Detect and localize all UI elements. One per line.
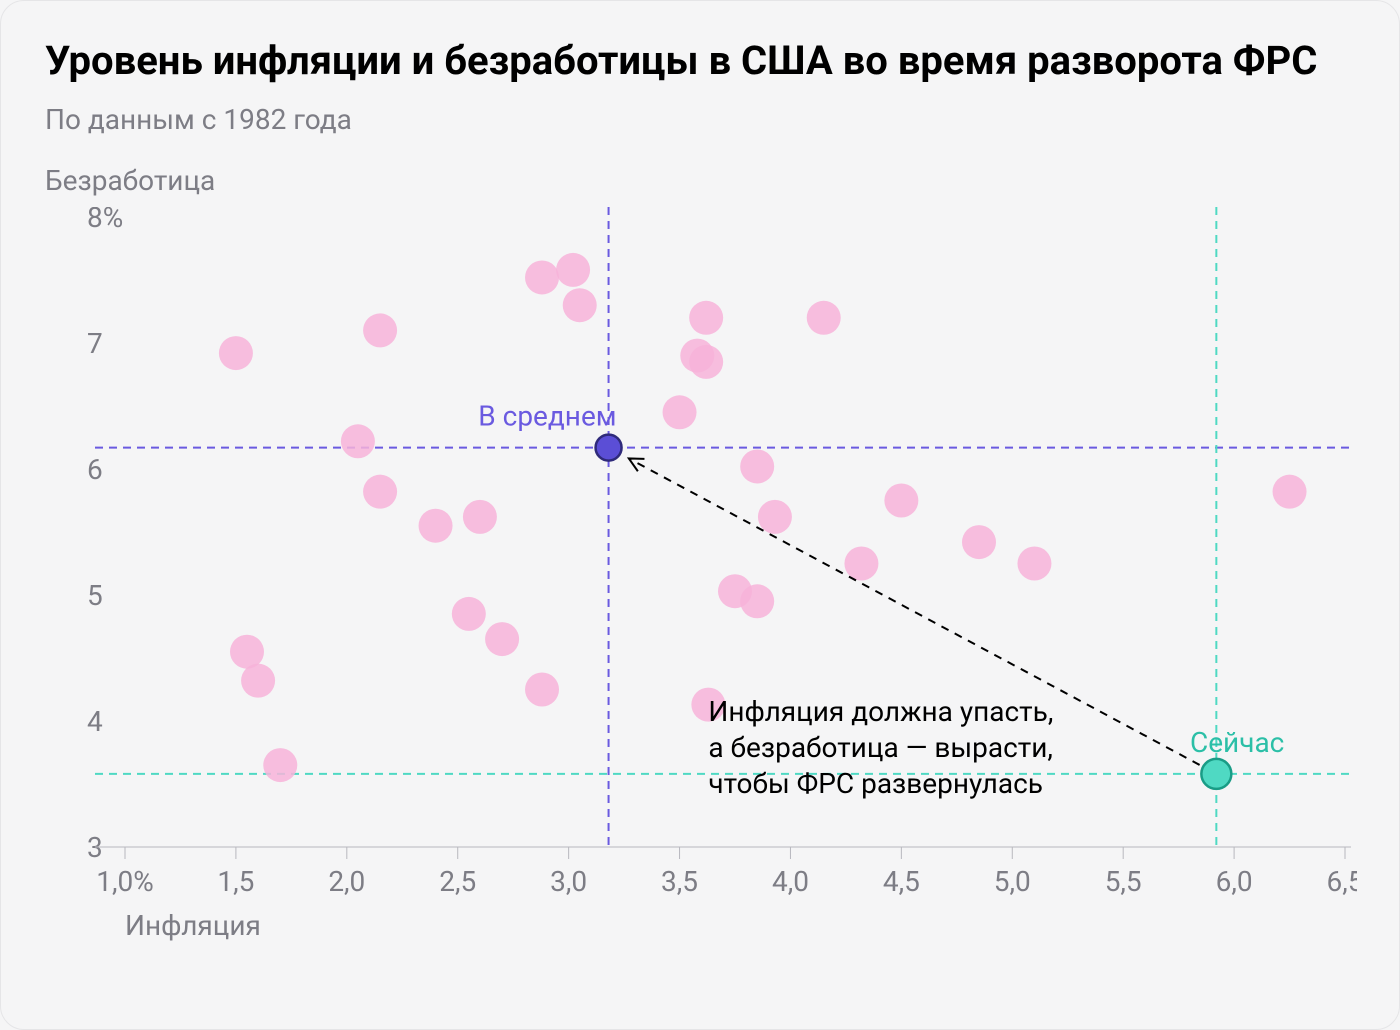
avg-label: В среднем bbox=[478, 400, 616, 433]
y-tick-label: 7 bbox=[87, 327, 103, 360]
x-tick-label: 3,0 bbox=[550, 865, 587, 898]
scatter-point bbox=[463, 500, 497, 534]
x-tick-label: 1,0% bbox=[96, 865, 154, 898]
chart-svg: 345678%1,0%1,52,02,53,03,54,04,55,05,56,… bbox=[45, 207, 1357, 997]
y-tick-label: 6 bbox=[87, 453, 103, 486]
scatter-point bbox=[485, 622, 519, 656]
x-tick-label: 3,5 bbox=[661, 865, 698, 898]
scatter-point bbox=[556, 253, 590, 287]
scatter-point bbox=[663, 395, 697, 429]
scatter-point bbox=[525, 260, 559, 294]
scatter-point bbox=[363, 313, 397, 347]
scatter-point bbox=[740, 449, 774, 483]
now-point bbox=[1201, 759, 1231, 789]
scatter-point bbox=[962, 525, 996, 559]
scatter-point bbox=[884, 484, 918, 518]
scatter-point bbox=[740, 584, 774, 618]
scatter-point bbox=[1273, 475, 1307, 509]
scatter-point bbox=[219, 336, 253, 370]
now-label: Сейчас bbox=[1190, 726, 1284, 759]
scatter-plot: 345678%1,0%1,52,02,53,03,54,04,55,05,56,… bbox=[45, 207, 1355, 997]
y-tick-label: 5 bbox=[87, 579, 103, 612]
x-tick-label: 1,5 bbox=[217, 865, 254, 898]
scatter-point bbox=[263, 748, 297, 782]
x-tick-label: 2,5 bbox=[439, 865, 476, 898]
scatter-point bbox=[563, 288, 597, 322]
chart-title: Уровень инфляции и безработицы в США во … bbox=[45, 37, 1355, 85]
scatter-point bbox=[341, 424, 375, 458]
chart-card: Уровень инфляции и безработицы в США во … bbox=[0, 0, 1400, 1030]
scatter-point bbox=[241, 664, 275, 698]
chart-subtitle: По данным с 1982 года bbox=[45, 103, 1355, 136]
scatter-point bbox=[1017, 547, 1051, 581]
scatter-point bbox=[419, 509, 453, 543]
scatter-point bbox=[363, 475, 397, 509]
annotation-line: чтобы ФРС развернулась bbox=[708, 767, 1043, 800]
avg-point bbox=[596, 435, 622, 461]
y-axis-label: Безработица bbox=[45, 164, 1355, 197]
scatter-point bbox=[689, 301, 723, 335]
y-tick-label: 8% bbox=[87, 207, 123, 234]
x-tick-label: 5,0 bbox=[994, 865, 1031, 898]
scatter-point bbox=[807, 301, 841, 335]
annotation-line: а безработица — вырасти, bbox=[708, 731, 1053, 764]
scatter-point bbox=[758, 500, 792, 534]
scatter-point bbox=[452, 597, 486, 631]
annotation-line: Инфляция должна упасть, bbox=[708, 695, 1053, 728]
scatter-point bbox=[844, 547, 878, 581]
y-tick-label: 4 bbox=[87, 705, 103, 738]
scatter-point bbox=[230, 635, 264, 669]
x-tick-label: 5,5 bbox=[1105, 865, 1142, 898]
scatter-point bbox=[689, 345, 723, 379]
x-tick-label: 6,0 bbox=[1216, 865, 1253, 898]
x-axis-label: Инфляция bbox=[125, 909, 261, 942]
x-tick-label: 2,0 bbox=[328, 865, 365, 898]
x-tick-label: 6,5 bbox=[1327, 865, 1357, 898]
x-tick-label: 4,5 bbox=[883, 865, 920, 898]
scatter-point bbox=[525, 673, 559, 707]
x-tick-label: 4,0 bbox=[772, 865, 809, 898]
